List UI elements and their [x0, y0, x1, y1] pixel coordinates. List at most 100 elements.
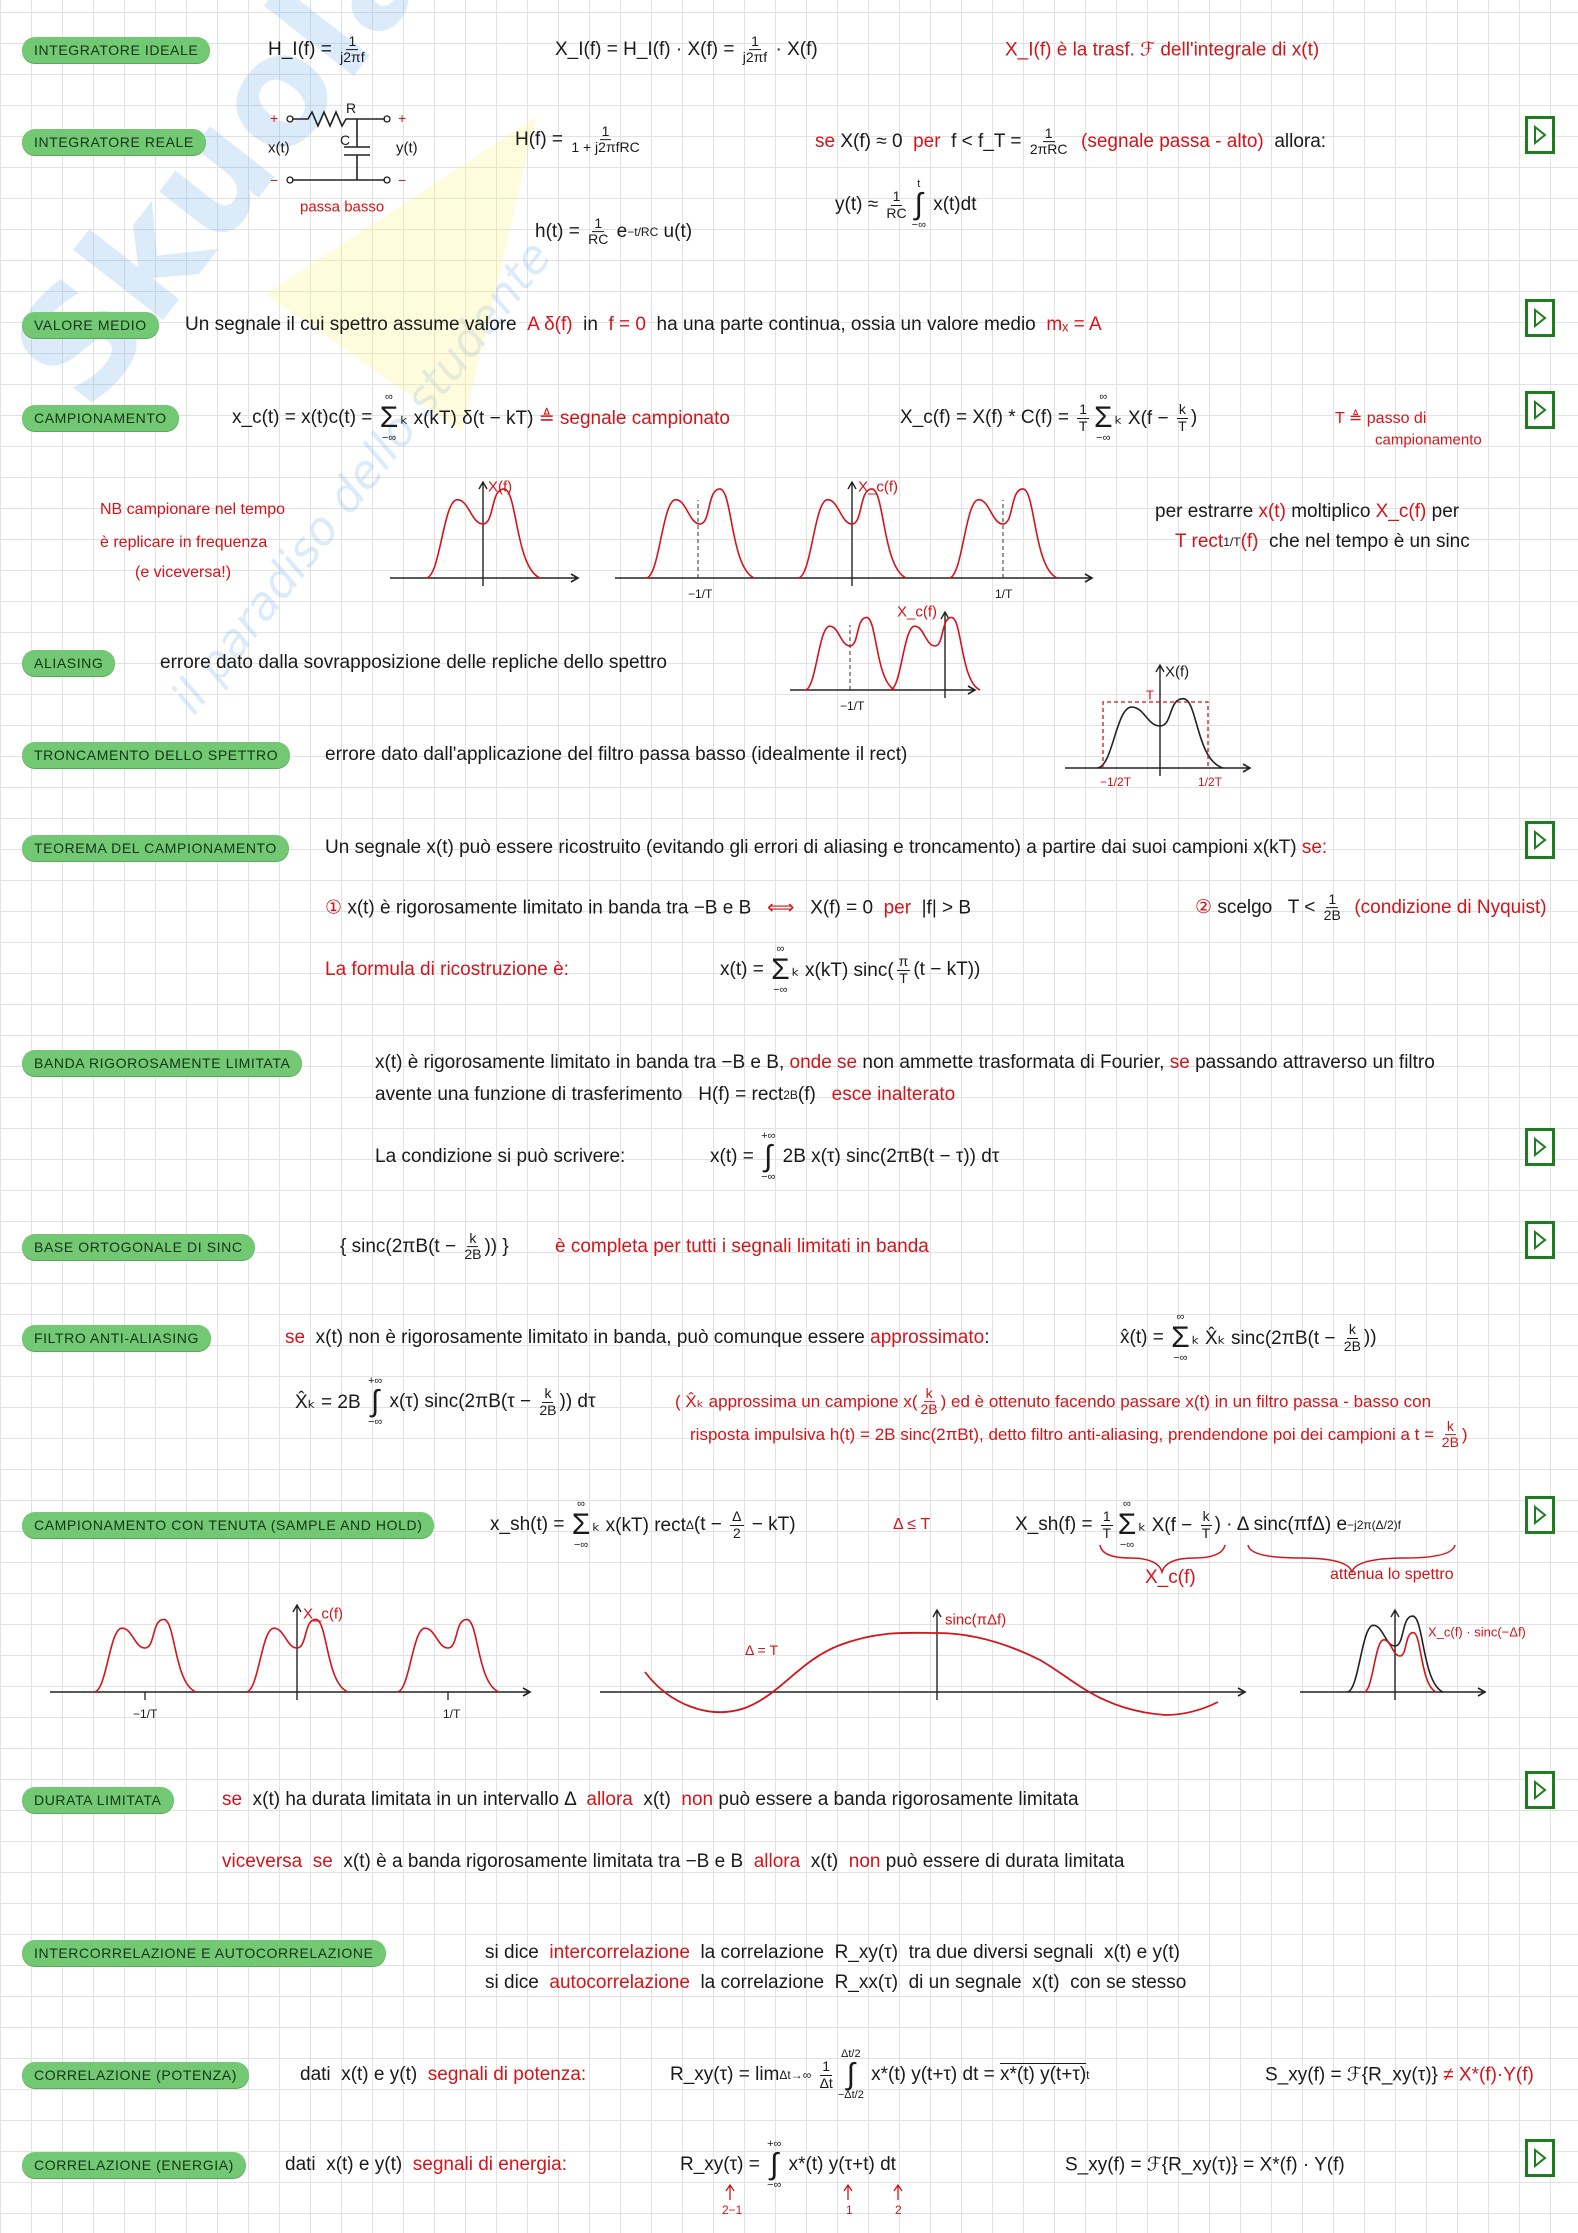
summation-operator: ∞ Σ −∞ — [572, 1499, 591, 1551]
text-segment: |f| > B — [911, 897, 972, 918]
note-line: dati x(t) e y(t) segnali di potenza: — [300, 2064, 586, 2086]
text-segment: H(f) = — [515, 129, 569, 150]
text-segment: X_I(f) è la trasf. ℱ dell'integrale di x… — [1005, 39, 1320, 61]
upper-limit: +∞ — [367, 1375, 383, 1387]
summation-operator: ∞ Σ −∞ — [1171, 1312, 1190, 1364]
note-line: dati x(t) e y(t) segnali di energia: — [285, 2154, 567, 2176]
text-segment: X(f) ≈ 0 — [840, 131, 914, 152]
sh-spectrum-plot-x-axis — [50, 1687, 532, 1697]
text-segment: ) ed è ottenuto facendo passare x(t) in … — [940, 1392, 1432, 1411]
upper-limit: +∞ — [767, 2138, 782, 2150]
text-segment: allora — [586, 1789, 633, 1810]
fraction: k 2B — [1442, 1418, 1459, 1451]
fraction-denominator: T — [1102, 1524, 1112, 1541]
play-button[interactable] — [1525, 1221, 1555, 1259]
note-line: La formula di ricostruzione è: — [325, 959, 569, 981]
text-segment: X_c(f) — [1145, 1567, 1196, 1588]
product-plot-y-axis — [1390, 1608, 1400, 1700]
text-segment: x(t) non è rigorosamente limitato in ban… — [305, 1327, 871, 1348]
note-line: ( X̂ₖ approssima un campione x(k 2B) ed è… — [675, 1385, 1432, 1418]
fraction: k 2B — [921, 1385, 938, 1418]
fraction: 1 Δt — [819, 2058, 833, 2091]
section-label-filtro-anti-aliasing: FILTRO ANTI-ALIASING — [22, 1325, 211, 1351]
truncation-plot-x-axis — [1065, 763, 1252, 773]
text-segment: dati x(t) e y(t) — [300, 2064, 428, 2085]
section-label-troncamento-dello-spettro: TRONCAMENTO DELLO SPETTRO — [22, 742, 291, 768]
spectrum-plot-x-axis — [390, 573, 580, 583]
text-segment: in — [572, 314, 609, 335]
product-plot-x-axis — [1300, 1687, 1487, 1697]
text-segment: La condizione si può scrivere: — [375, 1146, 626, 1167]
label-camp-pT: 1/T — [995, 587, 1013, 601]
text-segment: x_c(t) = x(t)c(t) = — [232, 407, 378, 428]
note-line: viceversa se x(t) è a banda rigorosament… — [222, 1851, 1124, 1873]
play-button[interactable] — [1525, 2139, 1555, 2177]
text-segment: Un segnale il cui spettro assume valore — [185, 314, 528, 335]
text-segment: (e viceversa!) — [135, 564, 232, 581]
text-segment: può essere a banda rigorosamente limitat… — [713, 1789, 1079, 1810]
note-line: x(t) = ∞ Σ −∞ ₖ x(kT) sinc(π T (t − kT)) — [720, 944, 980, 996]
note-line: x̂(t) = ∞ Σ −∞ ₖ X̂ₖ sinc(2πB(t − k 2B)) — [1120, 1312, 1377, 1364]
text-segment: A δ(f) — [527, 314, 573, 335]
play-button[interactable] — [1525, 116, 1555, 154]
text-segment: ) — [1461, 1425, 1468, 1444]
subscript: 1/T — [1223, 535, 1241, 549]
terminal — [383, 176, 391, 184]
play-button[interactable] — [1525, 299, 1555, 337]
label-sh-pT: 1/T — [443, 1707, 461, 1721]
fraction: 1 2B — [1324, 891, 1341, 924]
text-segment: se — [285, 1327, 306, 1348]
integral-operator: +∞ ∫ −∞ — [761, 1131, 775, 1183]
fraction-denominator: 2 — [732, 1524, 741, 1541]
fraction-numerator: 1 — [346, 33, 359, 51]
play-button[interactable] — [1525, 1128, 1555, 1166]
text-segment: ( X̂ₖ approssima un campione x( — [675, 1392, 918, 1411]
section-label-valore-medio: VALORE MEDIO — [22, 312, 159, 338]
text-segment: x(t) = — [720, 959, 770, 980]
text-segment: se: — [1301, 837, 1328, 858]
play-button[interactable] — [1525, 391, 1555, 429]
note-line: campionamento — [1375, 432, 1482, 449]
text-segment: si dice — [485, 1942, 550, 1963]
label-camp-Xc: X_c(f) — [858, 478, 899, 496]
note-line: X_c(f) — [1145, 1567, 1196, 1589]
operator-symbol: Σ — [1094, 401, 1113, 434]
text-segment: x(t) ha durata limitata in un intervallo… — [242, 1789, 587, 1810]
play-button[interactable] — [1525, 1496, 1555, 1534]
play-button[interactable] — [1525, 1771, 1555, 1809]
text-segment: dati x(t) e y(t) — [285, 2154, 413, 2175]
fraction-denominator: Δt — [819, 2074, 833, 2091]
text-segment: Un segnale x(t) può essere ricostruito (… — [325, 837, 1302, 858]
text-segment: x(τ) sinc(2πB(τ − — [384, 1391, 537, 1412]
note-line: X̂ₖ = 2B +∞ ∫ −∞ x(τ) sinc(2πB(τ − k 2B)) d… — [295, 1376, 596, 1428]
note-line: X_sh(f) = 1 T ∞ Σ −∞ ₖ X(f − k T) · Δ sinc(πfΔ… — [1015, 1499, 1401, 1551]
note-line: x_c(t) = x(t)c(t) = ∞ Σ −∞ ₖ x(kT) δ(t − kT… — [232, 392, 730, 444]
upper-limit: ∞ — [776, 943, 785, 955]
text-segment: x_sh(t) = — [490, 1514, 570, 1535]
fraction-denominator: 2B — [539, 1401, 557, 1418]
play-icon — [1534, 1137, 1547, 1157]
text-segment: moltiplico — [1285, 501, 1376, 522]
label-circuit-minus-out: − — [398, 172, 407, 188]
text-segment: : — [984, 1327, 990, 1348]
label-camp-X: X(f) — [488, 478, 513, 496]
text-segment: (t − — [693, 1514, 728, 1535]
operator-symbol: ∫ — [770, 2148, 779, 2181]
note-line: se x(t) non è rigorosamente limitato in … — [285, 1327, 989, 1349]
note-line: ② scelgo T < 1 2B (condizione di Nyquist) — [1195, 891, 1547, 924]
note-line: R_xy(τ) = +∞ ∫ −∞ x*(t) y(τ+t) dt — [680, 2139, 896, 2191]
note-line: se x(t) ha durata limitata in un interva… — [222, 1789, 1079, 1811]
text-segment: NB campionare nel tempo — [100, 501, 285, 518]
fraction-numerator: 1 — [1077, 401, 1089, 419]
text-segment: X(f) = 0 — [794, 897, 884, 918]
play-button[interactable] — [1525, 821, 1555, 859]
fraction: 1 RC — [886, 188, 906, 221]
text-segment: per estrarre — [1155, 501, 1259, 522]
text-segment: f = 0 — [608, 314, 647, 335]
label-camp-mT: −1/T — [688, 587, 713, 601]
lower-limit: −∞ — [367, 1416, 383, 1428]
play-icon — [1534, 1230, 1547, 1250]
integral-operator: +∞ ∫ −∞ — [368, 1376, 382, 1428]
